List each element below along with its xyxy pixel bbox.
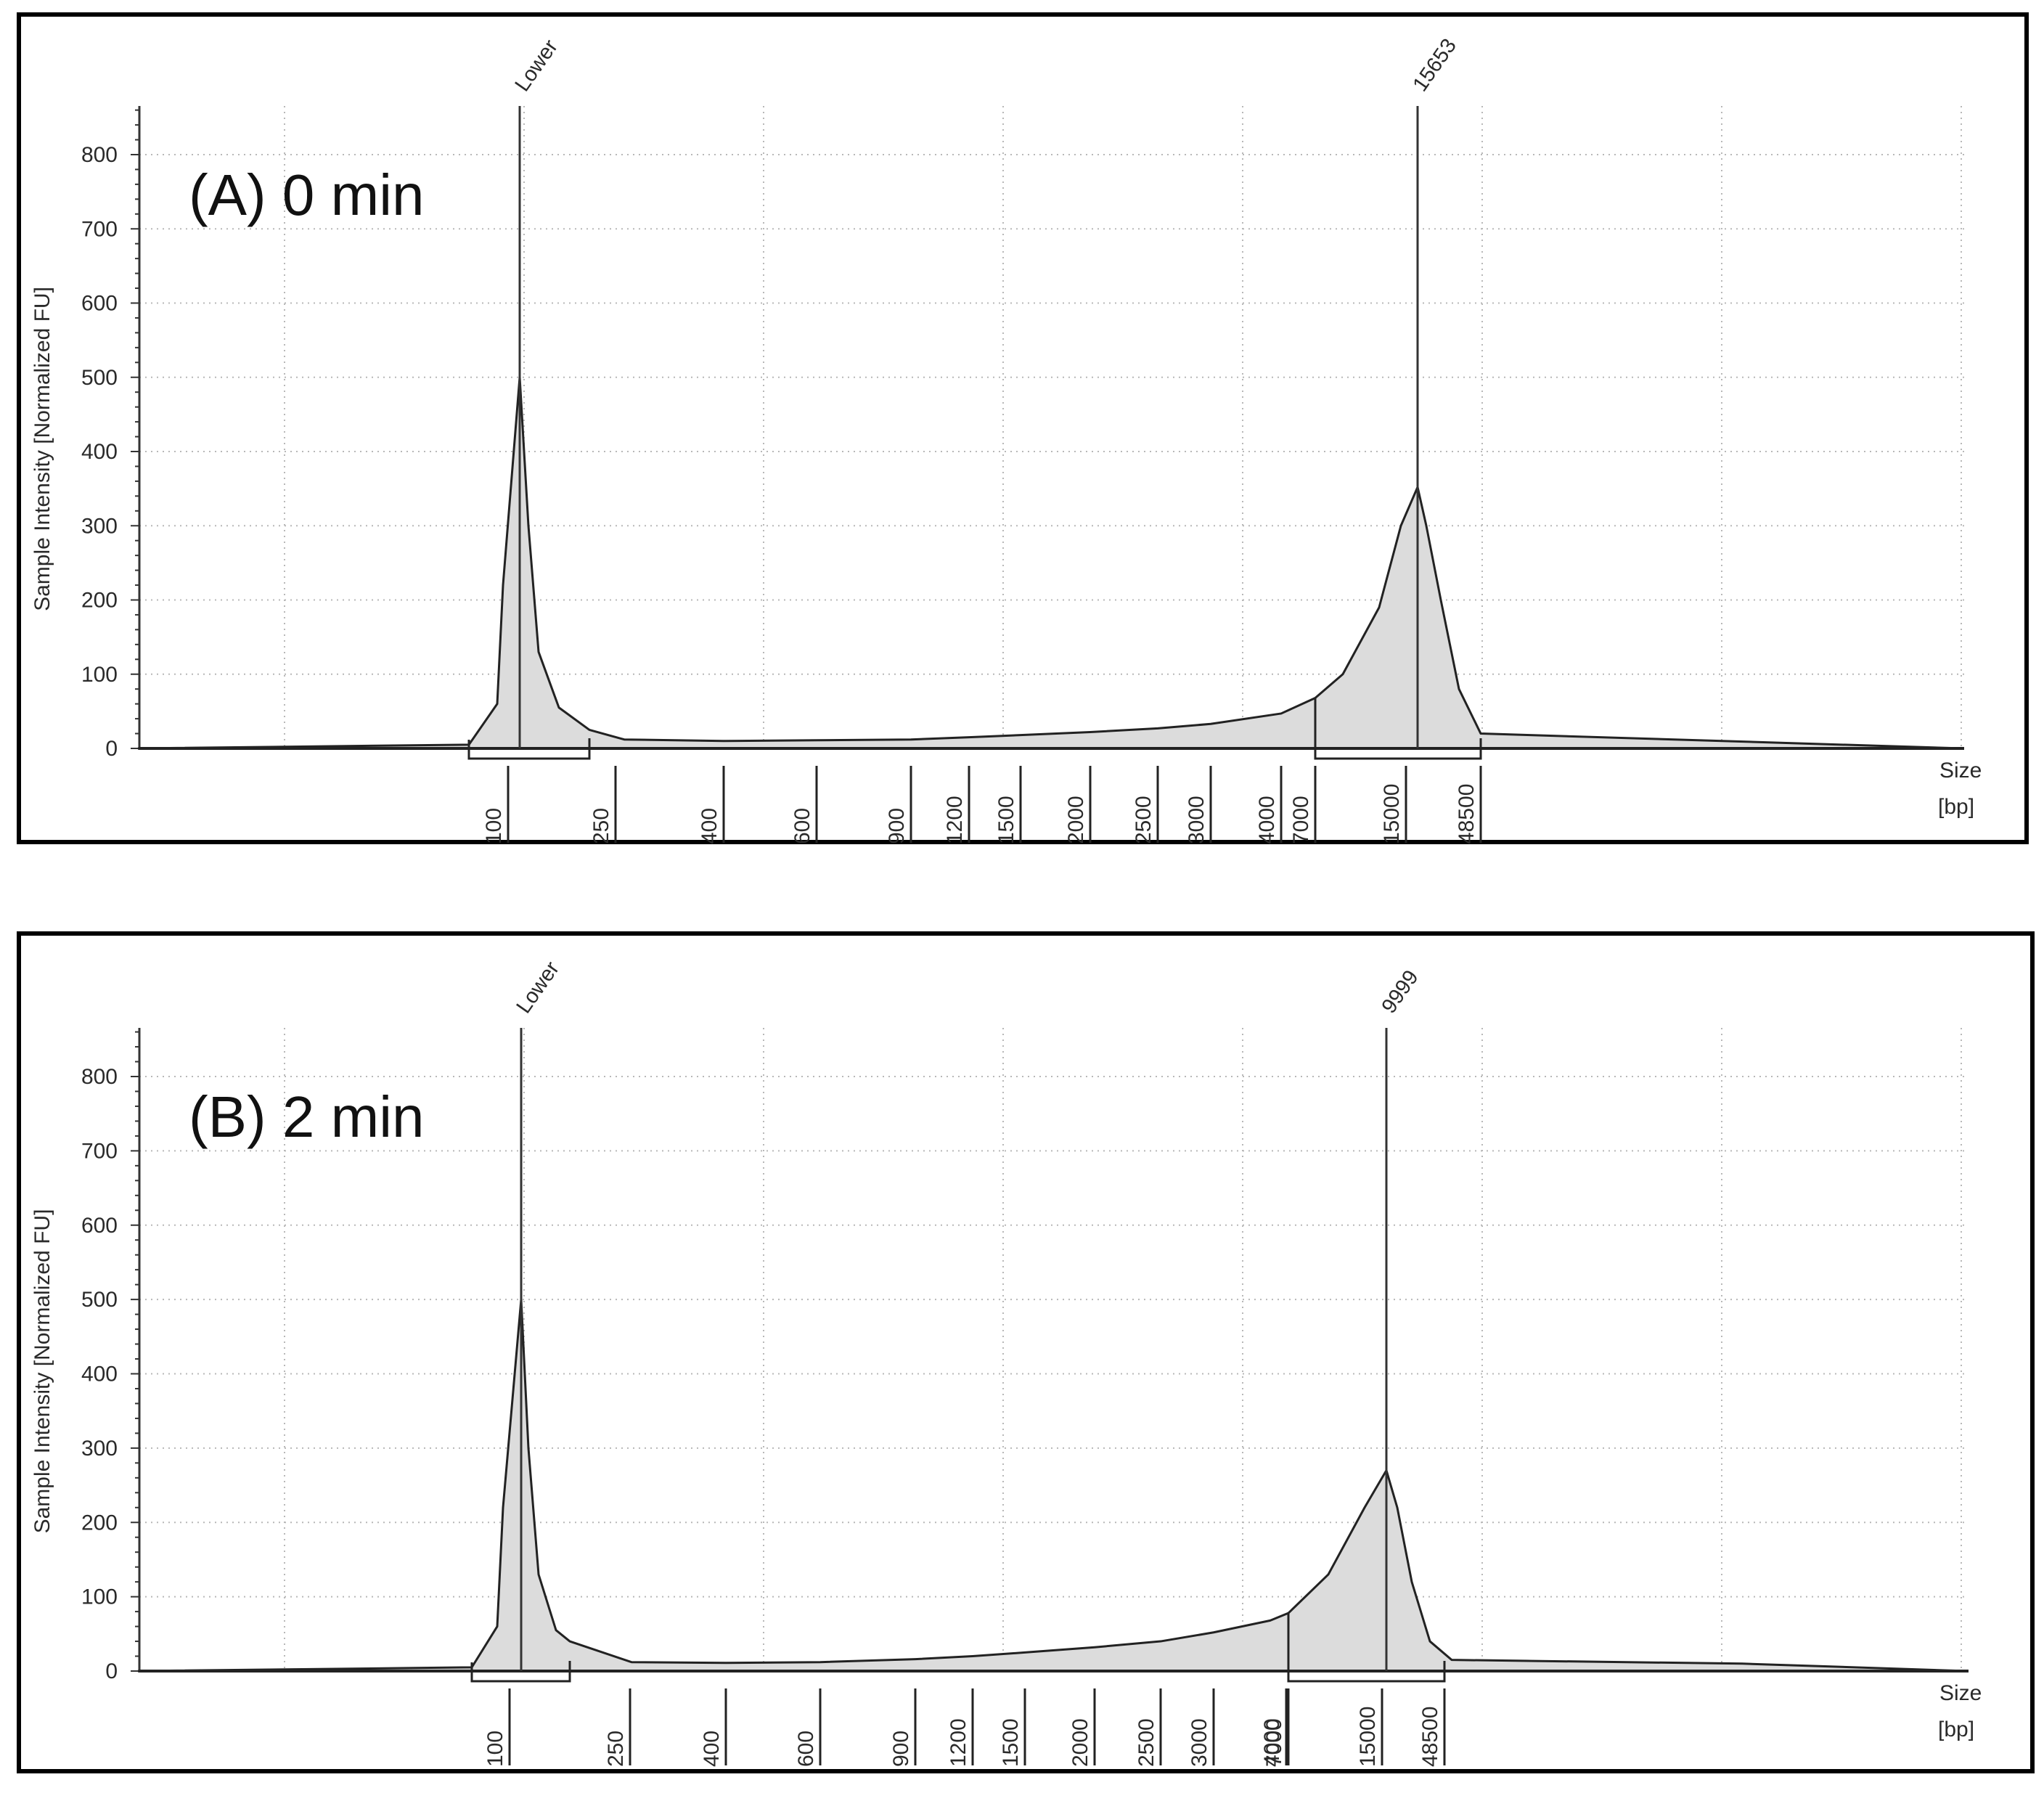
ladder-tick-label: 100 (482, 808, 506, 844)
ladder-tick-label: 400 (698, 808, 721, 844)
ladder-tick-label: 2500 (1135, 1718, 1158, 1767)
ladder-tick-label: 1200 (943, 796, 967, 844)
y-axis-title: Sample Intensity [Normalized FU] (30, 1209, 54, 1534)
y-tick-label: 300 (81, 1437, 118, 1461)
electropherogram-panel-b: 0 100 200 300 400 500 600 700 800 Sample Intensit… (0, 922, 2044, 1793)
y-tick-label: 0 (105, 737, 118, 761)
y-tick-label: 200 (81, 589, 118, 613)
ladder-tick-label: 4000 (1260, 1718, 1284, 1767)
ladder-tick-label: 250 (589, 808, 613, 844)
y-tick-label: 100 (81, 1585, 118, 1609)
y-tick-label: 700 (81, 1139, 118, 1163)
ladder-tick-label: 900 (889, 1731, 913, 1767)
ladder-tick-label: 3000 (1185, 796, 1209, 844)
y-tick-label: 500 (81, 366, 118, 390)
electropherogram-panel-a: 0 100 200 300 400 500 600 700 800 Sample Intensit… (0, 0, 2044, 871)
x-axis-title-unit: [bp] (1938, 795, 1974, 819)
x-axis-title-size: Size (1939, 1681, 1982, 1705)
panel-frame (17, 931, 2035, 1773)
chart-a: 0 100 200 300 400 500 600 700 800 Sample Intensit… (17, 12, 2029, 844)
panel-frame (17, 12, 2029, 844)
ladder-tick-label: 600 (790, 808, 814, 844)
ladder-tick-label: 4000 (1255, 796, 1279, 844)
ladder-tick-label: 100 (483, 1731, 507, 1767)
y-tick-label: 300 (81, 514, 118, 538)
x-axis-title-unit: [bp] (1938, 1718, 1974, 1741)
ladder-tick-label: 15000 (1380, 784, 1404, 844)
ladder-tick-label: 7000 (1289, 796, 1313, 844)
y-tick-label: 400 (81, 1363, 118, 1386)
ladder-tick-label: 2000 (1068, 1718, 1092, 1767)
ladder-tick-label: 48500 (1418, 1707, 1442, 1767)
region-2-box (1287, 1670, 1446, 1683)
y-tick-label: 800 (81, 1065, 118, 1089)
trace-line (137, 1298, 1968, 1672)
ladder-tick-label: 2500 (1132, 796, 1156, 844)
y-tick-label: 800 (81, 143, 118, 167)
y-tick-label: 600 (81, 1214, 118, 1238)
panel-label: (B) 2 min (189, 1085, 425, 1149)
ladder-tick-label: 400 (700, 1731, 724, 1767)
x-axis-title-size: Size (1939, 759, 1982, 783)
region-1-box (467, 747, 591, 760)
y-tick-label: 500 (81, 1288, 118, 1312)
ladder-tick-label: 250 (604, 1731, 628, 1767)
y-tick-label: 400 (81, 440, 118, 464)
ladder-tick-label: 2000 (1064, 796, 1088, 844)
y-tick-label: 600 (81, 292, 118, 316)
ladder-tick-label: 1200 (947, 1718, 970, 1767)
ladder-tick-label: 600 (794, 1731, 818, 1767)
y-tick-label: 100 (81, 663, 118, 687)
y-axis-title: Sample Intensity [Normalized FU] (30, 287, 54, 611)
trace-line (137, 376, 1964, 750)
ladder-tick-label: 7000 (1262, 1718, 1286, 1767)
ladder-tick-label: 1500 (994, 796, 1018, 844)
y-tick-label: 700 (81, 217, 118, 241)
y-tick-label: 200 (81, 1511, 118, 1535)
y-tick-label: 0 (105, 1659, 118, 1683)
ladder-tick-label: 3000 (1187, 1718, 1211, 1767)
ladder-tick-label: 15000 (1356, 1707, 1380, 1767)
region-2-box (1314, 747, 1482, 760)
ladder-tick-label: 1500 (999, 1718, 1023, 1767)
panel-label: (A) 0 min (189, 163, 425, 227)
ladder-tick-label: 48500 (1455, 784, 1479, 844)
chart-b: 0 100 200 300 400 500 600 700 800 Sample Intensit… (17, 931, 2035, 1773)
ladder-tick-label: 900 (885, 808, 909, 844)
